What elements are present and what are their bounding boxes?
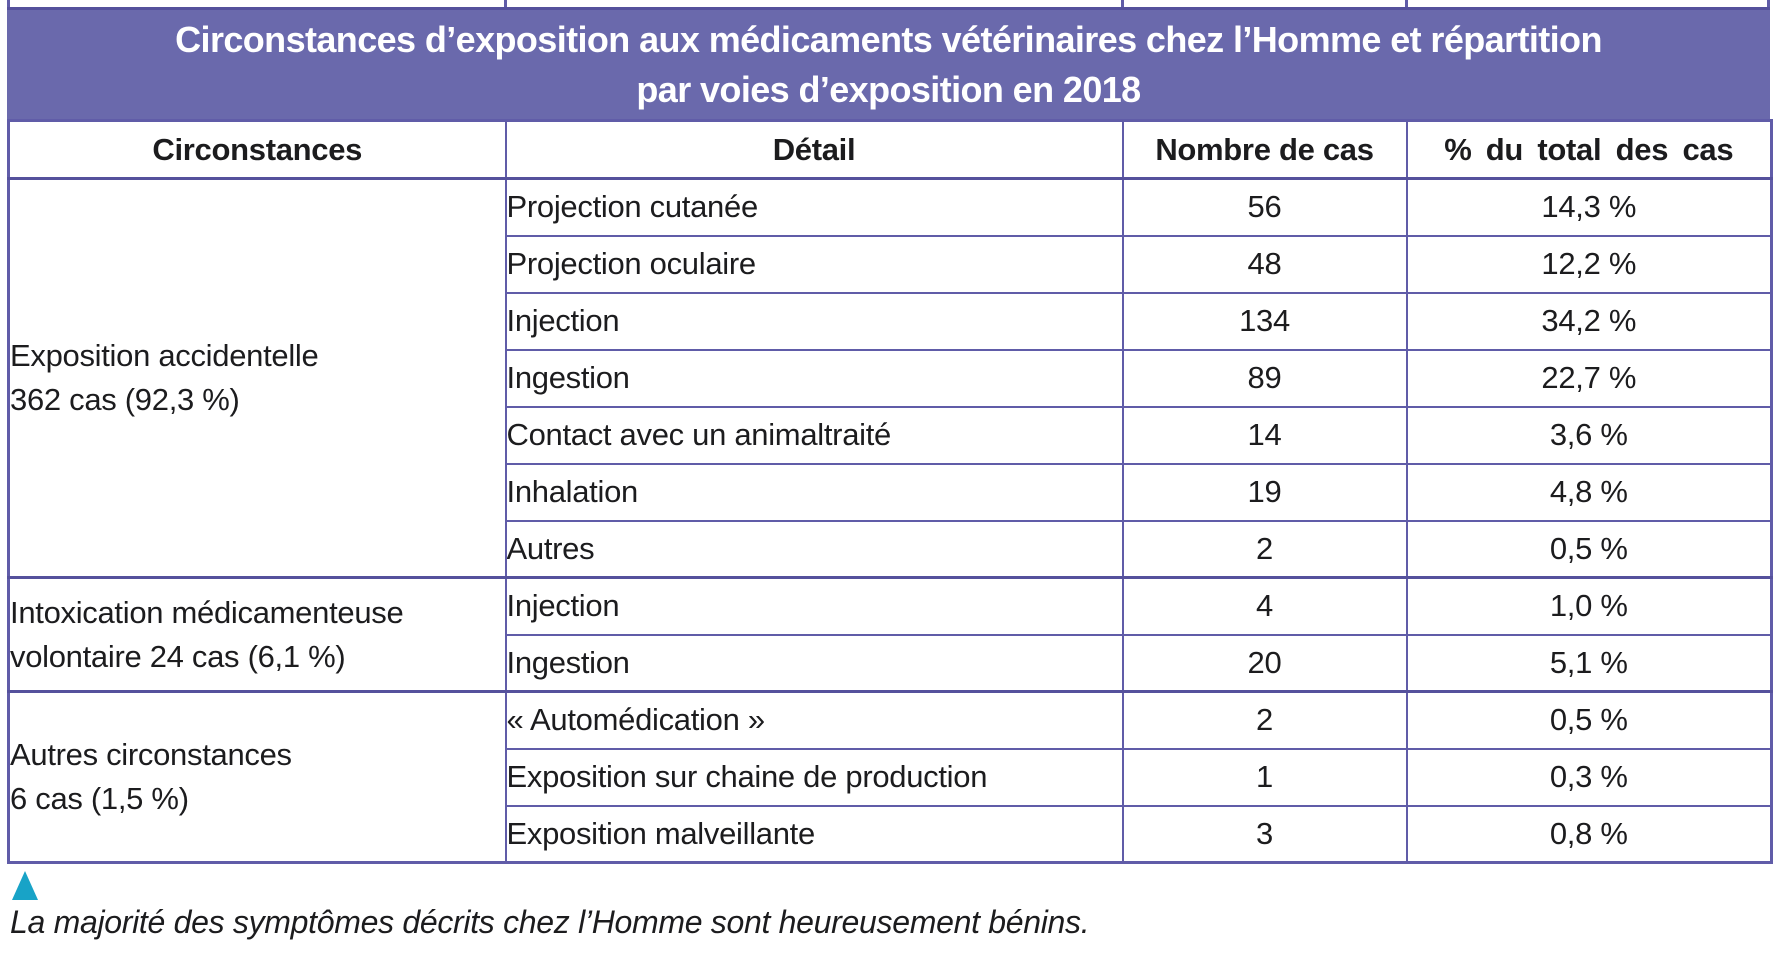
table-crop-artifact xyxy=(7,0,1770,7)
cases-cell: 48 xyxy=(1121,234,1408,294)
table-row: Inhalation 19 4,8 % xyxy=(9,462,1773,522)
group-label-line-2: 362 cas (92,3 %) xyxy=(10,382,240,417)
table-row: Projection oculaire 48 12,2 % xyxy=(9,234,1773,294)
detail-cell: Projection cutanée xyxy=(504,177,1124,237)
detail-cell: Injection xyxy=(504,291,1124,351)
group-label-line-2: volontaire 24 cas (6,1 %) xyxy=(10,638,346,674)
table-row: Contact avec un animaltraité 14 3,6 % xyxy=(9,405,1773,465)
percent-cell: 22,7 % xyxy=(1405,348,1773,408)
border-tick xyxy=(504,0,507,7)
column-header-nombre-de-cas: Nombre de cas xyxy=(1121,119,1408,180)
table-row: Intoxication médicamenteuse volontaire 2… xyxy=(7,576,1773,693)
cases-cell: 4 xyxy=(1121,576,1408,636)
detail-cell: Ingestion xyxy=(504,633,1124,693)
percent-cell: 4,8 % xyxy=(1405,462,1773,522)
column-header-detail: Détail xyxy=(504,119,1124,180)
percent-cell: 34,2 % xyxy=(1405,291,1773,351)
border-tick xyxy=(1121,0,1124,7)
table-title-banner: Circonstances d’exposition aux médicamen… xyxy=(7,7,1770,119)
table-row: Injection 134 34,2 % xyxy=(9,291,1773,351)
detail-cell: Contact avec un animaltraité xyxy=(504,405,1124,465)
cases-cell: 134 xyxy=(1121,291,1408,351)
group-label-line-1: Autres circonstances xyxy=(10,737,293,772)
percent-cell: 3,6 % xyxy=(1405,405,1773,465)
group-label-autres-circonstances: Autres circonstances 6 cas (1,5 %) xyxy=(7,690,507,864)
triangle-up-icon xyxy=(12,871,38,900)
column-header-circonstances: Circonstances xyxy=(7,119,507,180)
cases-cell: 56 xyxy=(1121,177,1408,237)
percent-cell: 0,8 % xyxy=(1405,804,1773,864)
cases-cell: 89 xyxy=(1121,348,1408,408)
title-line-1: Circonstances d’exposition aux médicamen… xyxy=(175,19,1602,60)
group-label-intoxication-volontaire: Intoxication médicamenteuse volontaire 2… xyxy=(7,576,507,693)
group-label-line-1: Exposition accidentelle xyxy=(10,338,319,373)
detail-cell: Ingestion xyxy=(504,348,1124,408)
detail-cell: Projection oculaire xyxy=(504,234,1124,294)
percent-cell: 0,5 % xyxy=(1405,690,1773,750)
percent-cell: 0,3 % xyxy=(1405,747,1773,807)
table-row: Ingestion 89 22,7 % xyxy=(9,348,1773,408)
border-tick xyxy=(1767,0,1770,7)
table-row: Exposition sur chaine de production 1 0,… xyxy=(9,747,1773,807)
percent-cell: 12,2 % xyxy=(1405,234,1773,294)
cases-cell: 20 xyxy=(1121,633,1408,693)
cases-cell: 1 xyxy=(1121,747,1408,807)
detail-cell: Injection xyxy=(504,576,1124,636)
header-row: Circonstances Détail Nombre de cas % du … xyxy=(7,119,1773,180)
percent-cell: 5,1 % xyxy=(1405,633,1773,693)
table-row: Autres 2 0,5 % xyxy=(9,519,1773,579)
title-line-2: par voies d’exposition en 2018 xyxy=(636,69,1141,110)
group-label-exposition-accidentelle: Exposition accidentelle 362 cas (92,3 %) xyxy=(7,177,507,579)
detail-cell: Exposition sur chaine de production xyxy=(504,747,1124,807)
percent-cell: 14,3 % xyxy=(1405,177,1773,237)
caption-text: La majorité des symptômes décrits chez l… xyxy=(10,904,1090,940)
group-label-line-1: Intoxication médicamenteuse xyxy=(10,594,404,630)
cases-cell: 2 xyxy=(1121,519,1408,579)
cases-cell: 14 xyxy=(1121,405,1408,465)
detail-cell: Inhalation xyxy=(504,462,1124,522)
table-row: Ingestion 20 5,1 % xyxy=(9,633,1773,693)
table-row: Exposition accidentelle 362 cas (92,3 %)… xyxy=(7,177,1773,579)
percent-cell: 1,0 % xyxy=(1405,576,1773,636)
border-tick xyxy=(1405,0,1408,7)
exposure-table: Circonstances Détail Nombre de cas % du … xyxy=(7,119,1773,864)
detail-cell: « Automédication » xyxy=(504,690,1124,750)
percent-cell: 0,5 % xyxy=(1405,519,1773,579)
cases-cell: 19 xyxy=(1121,462,1408,522)
cases-cell: 2 xyxy=(1121,690,1408,750)
table-row: Exposition malveillante 3 0,8 % xyxy=(9,804,1773,864)
table-row: Autres circonstances 6 cas (1,5 %) « Aut… xyxy=(7,690,1773,864)
detail-cell: Autres xyxy=(504,519,1124,579)
detail-cell: Exposition malveillante xyxy=(504,804,1124,864)
border-tick xyxy=(7,0,10,7)
cases-cell: 3 xyxy=(1121,804,1408,864)
caption-block: La majorité des symptômes décrits chez l… xyxy=(10,871,1777,940)
group-label-line-2: 6 cas (1,5 %) xyxy=(10,781,190,816)
column-header-pourcentage: % du total des cas xyxy=(1405,119,1773,180)
